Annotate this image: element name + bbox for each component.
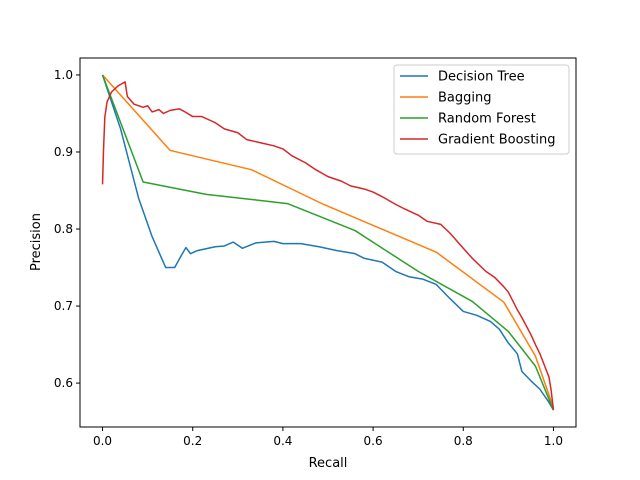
- series-lines: [101, 74, 555, 411]
- legend-box: [393, 64, 570, 155]
- legend-label-random-forest: Random Forest: [438, 112, 536, 127]
- x-tick-label: 0.0: [93, 434, 112, 448]
- y-tick-label: 0.9: [54, 145, 73, 159]
- legend-label-decision-tree: Decision Tree: [438, 70, 525, 85]
- y-axis-label: Precision: [29, 213, 44, 271]
- x-tick-label: 1.0: [544, 434, 563, 448]
- y-tick-label: 0.6: [54, 376, 73, 390]
- y-tick-label: 0.8: [54, 222, 73, 236]
- series-line-random-forest: [101, 74, 555, 411]
- y-tick-label: 1.0: [54, 68, 73, 82]
- legend-label-gradient-boosting: Gradient Boosting: [438, 133, 556, 148]
- y-axis-ticks: 0.6 0.7 0.8 0.9 1.0: [54, 68, 80, 390]
- x-axis-label: Recall: [309, 456, 348, 471]
- series-line-bagging: [101, 74, 555, 408]
- y-tick-label: 0.7: [54, 299, 73, 313]
- x-tick-label: 0.8: [454, 434, 473, 448]
- series-line-gradient-boosting: [101, 81, 555, 411]
- x-tick-label: 0.2: [183, 434, 202, 448]
- legend: Decision Tree Bagging Random Forest Gradien…: [393, 64, 570, 155]
- x-tick-label: 0.6: [364, 434, 383, 448]
- x-axis-ticks: 0.0 0.2 0.4 0.6 0.8 1.0: [93, 427, 563, 448]
- series-line-decision-tree: [101, 74, 555, 411]
- x-tick-label: 0.4: [273, 434, 292, 448]
- legend-label-bagging: Bagging: [438, 91, 492, 106]
- plot-frame: [79, 57, 577, 428]
